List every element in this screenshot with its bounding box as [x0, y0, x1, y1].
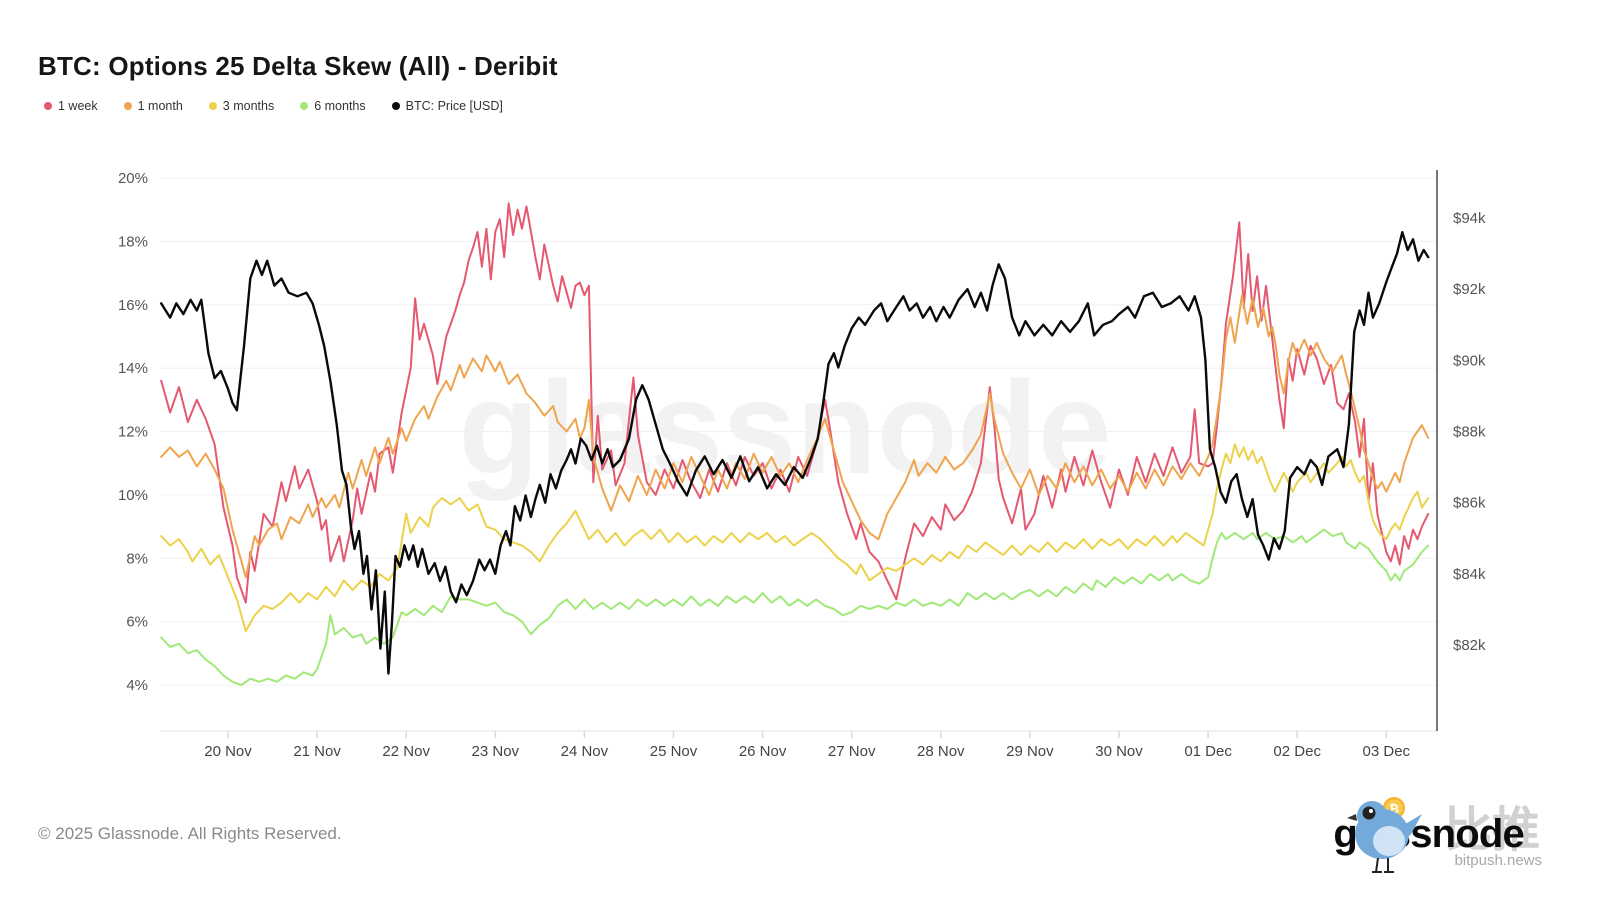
svg-text:4%: 4%	[126, 677, 148, 694]
page-title: BTC: Options 25 Delta Skew (All) - Derib…	[38, 51, 558, 82]
svg-text:14%: 14%	[118, 360, 148, 377]
svg-text:$90k: $90k	[1453, 352, 1486, 369]
svg-text:16%: 16%	[118, 297, 148, 314]
svg-text:28 Nov: 28 Nov	[917, 743, 965, 760]
svg-text:23 Nov: 23 Nov	[472, 743, 520, 760]
legend-item-btc-price[interactable]: BTC: Price [USD]	[391, 99, 503, 113]
svg-text:25 Nov: 25 Nov	[650, 743, 698, 760]
svg-text:8%: 8%	[126, 550, 148, 567]
svg-text:29 Nov: 29 Nov	[1006, 743, 1054, 760]
copyright-text: © 2025 Glassnode. All Rights Reserved.	[38, 824, 342, 843]
svg-text:$82k: $82k	[1453, 637, 1486, 654]
svg-text:03 Dec: 03 Dec	[1363, 743, 1411, 760]
svg-text:$94k: $94k	[1453, 210, 1486, 227]
svg-text:glassnode: glassnode	[459, 354, 1112, 501]
chart-legend: 1 week 1 month 3 months 6 months BTC: Pr…	[44, 99, 503, 113]
svg-text:$84k: $84k	[1453, 566, 1486, 583]
svg-text:18%: 18%	[118, 233, 148, 250]
svg-text:22 Nov: 22 Nov	[382, 743, 430, 760]
legend-item-3-months[interactable]: 3 months	[208, 99, 275, 113]
svg-text:$88k: $88k	[1453, 424, 1486, 441]
svg-text:30 Nov: 30 Nov	[1095, 743, 1143, 760]
legend-swatch-6-months-icon	[300, 102, 309, 110]
legend-swatch-1-month-icon	[123, 102, 132, 110]
legend-label: 1 week	[58, 99, 98, 113]
svg-text:20 Nov: 20 Nov	[204, 743, 252, 760]
legend-swatch-btc-price-icon	[391, 102, 400, 110]
svg-text:12%: 12%	[118, 424, 148, 441]
legend-item-1-week[interactable]: 1 week	[44, 99, 98, 113]
svg-text:10%: 10%	[118, 487, 148, 504]
bitpush-bird-icon: ₿	[1347, 797, 1422, 873]
svg-text:01 Dec: 01 Dec	[1184, 743, 1232, 760]
legend-item-6-months[interactable]: 6 months	[300, 99, 366, 113]
svg-text:24 Nov: 24 Nov	[561, 743, 609, 760]
legend-label: BTC: Price [USD]	[405, 99, 503, 113]
legend-swatch-3-months-icon	[208, 102, 217, 110]
svg-text:6%: 6%	[126, 614, 148, 631]
svg-text:$92k: $92k	[1453, 281, 1486, 298]
svg-text:02 Dec: 02 Dec	[1273, 743, 1321, 760]
svg-text:27 Nov: 27 Nov	[828, 743, 876, 760]
svg-text:26 Nov: 26 Nov	[739, 743, 787, 760]
legend-swatch-1-week-icon	[44, 102, 52, 110]
legend-label: 1 month	[137, 99, 183, 113]
bitpush-news-watermark: bitpush.news	[1454, 852, 1542, 869]
legend-label: 6 months	[314, 99, 366, 113]
svg-text:$86k: $86k	[1453, 495, 1486, 512]
svg-text:21 Nov: 21 Nov	[293, 743, 341, 760]
svg-text:₿: ₿	[1389, 802, 1399, 816]
legend-label: 3 months	[222, 99, 275, 113]
svg-text:20%: 20%	[118, 170, 148, 187]
bitpush-cjk-watermark: 比推	[1443, 802, 1540, 858]
legend-item-1-month[interactable]: 1 month	[123, 99, 183, 113]
footer-logo-area: 比推 glassnode bitpush.news ₿	[1042, 797, 1542, 886]
